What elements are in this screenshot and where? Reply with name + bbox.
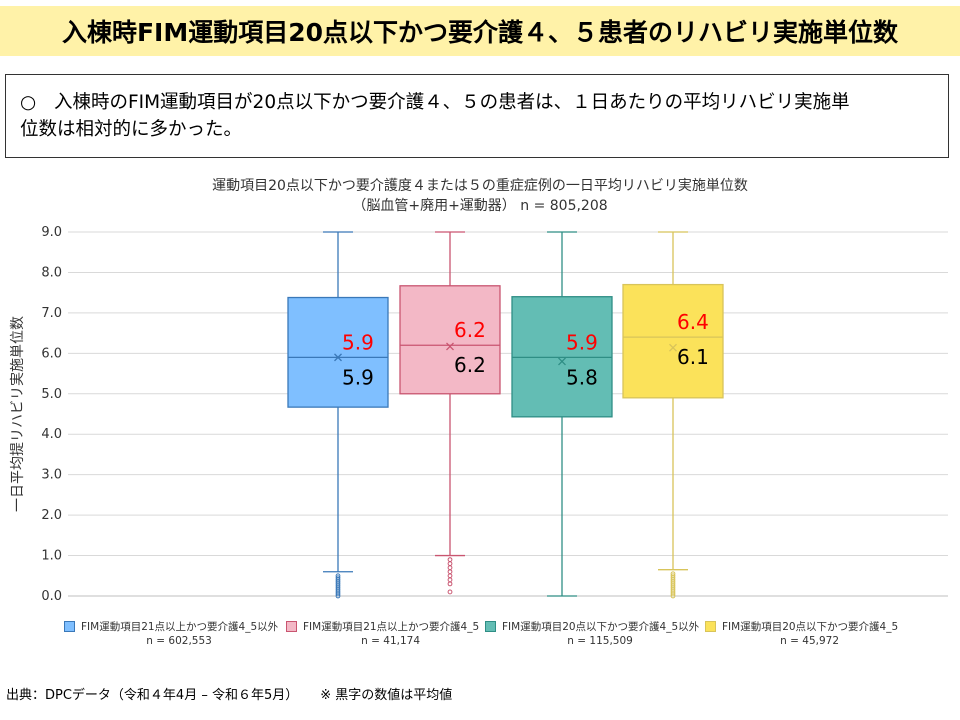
- y-tick-label-2: 2.0: [41, 508, 62, 523]
- outlier-4-11: [670, 573, 676, 579]
- y-tick-label-9: 9.0: [41, 225, 62, 240]
- footer-note: ※ 黒字の数値は平均値: [320, 688, 453, 703]
- mean-marker-b-3: [558, 357, 566, 366]
- outlier-2-7: [447, 561, 453, 567]
- summary-line-1: 入棟時のFIM運動項目が20点以下かつ要介護４、５の患者は、１日あたりの平均リハ…: [54, 92, 850, 113]
- y-tick-label-3: 3.0: [41, 468, 62, 483]
- mean-label-2: 6.2: [454, 353, 486, 377]
- legend-swatch-1: [64, 620, 75, 632]
- mean-marker-b-2: [446, 342, 454, 351]
- median-label-1: 5.9: [342, 330, 374, 354]
- outlier-2-6: [447, 565, 453, 571]
- legend-label-4: FIM運動項目20点以下かつ要介護4_5: [722, 621, 899, 633]
- y-tick-label-8: 8.0: [41, 265, 62, 280]
- summary-box: ○ 入棟時のFIM運動項目が20点以下かつ要介護４、５の患者は、１日あたりの平均リ…: [5, 74, 949, 158]
- legend-swatch-4: [705, 620, 716, 632]
- y-tick-label-6: 6.0: [41, 346, 62, 361]
- legend-label-1: FIM運動項目21点以上かつ要介護4_5以外: [81, 621, 279, 633]
- legend-n-2: n = 41,174: [361, 635, 421, 647]
- median-label-3: 5.9: [566, 330, 598, 354]
- mean-marker-b-4: [669, 343, 677, 352]
- footer-source: 出典：DPCデータ（令和４年4月 – 令和６年5月）: [6, 688, 299, 703]
- outlier-2-4: [447, 573, 453, 579]
- legend-swatch-3: [485, 620, 496, 632]
- mean-label-3: 5.8: [566, 365, 598, 389]
- box-4: [622, 283, 724, 399]
- mean-label-1: 5.9: [342, 365, 374, 389]
- y-tick-label-5: 5.0: [41, 387, 62, 402]
- y-tick-label-0: 0.0: [41, 589, 62, 604]
- outlier-2-2: [447, 581, 453, 587]
- y-axis-label: 一日平均提リハビリ実施単位数: [10, 316, 26, 512]
- outlier-1-11: [335, 573, 341, 579]
- legend-item-1: FIM運動項目21点以上かつ要介護4_5以外 n = 602,553: [64, 620, 278, 648]
- outlier-4-12: [670, 571, 676, 577]
- legend-item-4: FIM運動項目20点以下かつ要介護4_5 n = 45,972: [705, 620, 898, 648]
- legend-item-3: FIM運動項目20点以下かつ要介護4_5以外 n = 115,509: [485, 620, 699, 648]
- boxplot-chart: 0.0 1.0 2.0 3.0 4.0 5.0 6.0 7.0 8.0 9.0 一日平均提リハビリ実…: [10, 225, 948, 604]
- chart-legend: FIM運動項目21点以上かつ要介護4_5以外 n = 602,553 FIM運動…: [64, 620, 944, 652]
- y-tick-label-1: 1.0: [41, 549, 62, 564]
- chart-title: 運動項目20点以下かつ要介護度４または５の重症症例の一日平均リハビリ実施単位数 …: [0, 176, 960, 216]
- chart-title-line-1: 運動項目20点以下かつ要介護度４または５の重症症例の一日平均リハビリ実施単位数: [212, 178, 748, 194]
- box-1: [287, 296, 389, 408]
- legend-n-3: n = 115,509: [567, 635, 633, 647]
- outlier-2-1: [447, 589, 453, 595]
- slide-title: 入棟時FIM運動項目20点以下かつ要介護４、５患者のリハビリ実施単位数: [0, 6, 960, 56]
- legend-label-3: FIM運動項目20点以下かつ要介護4_5以外: [502, 621, 700, 633]
- y-tick-label-4: 4.0: [41, 427, 62, 442]
- outlier-1-10: [335, 575, 341, 581]
- mean-label-4: 6.1: [677, 345, 709, 369]
- summary-bullet: ○: [20, 92, 37, 113]
- legend-n-1: n = 602,553: [146, 635, 212, 647]
- outlier-2-5: [447, 569, 453, 575]
- outlier-2-3: [447, 577, 453, 583]
- legend-item-2: FIM運動項目21点以上かつ要介護4_5 n = 41,174: [286, 620, 479, 648]
- chart-title-line-2: （脳血管+廃用+運動器） n = 805,208: [352, 198, 608, 214]
- outlier-2-8: [447, 557, 453, 563]
- legend-label-2: FIM運動項目21点以上かつ要介護4_5: [303, 621, 480, 633]
- summary-line-2: 位数は相対的に多かった。: [20, 119, 243, 140]
- legend-n-4: n = 45,972: [780, 635, 840, 647]
- median-label-2: 6.2: [454, 318, 486, 342]
- box-2: [399, 285, 501, 395]
- median-label-4: 6.4: [677, 310, 709, 334]
- legend-swatch-2: [286, 620, 297, 632]
- y-tick-label-7: 7.0: [41, 306, 62, 321]
- footer: 出典：DPCデータ（令和４年4月 – 令和６年5月） ※ 黒字の数値は平均値: [6, 684, 452, 703]
- mean-marker-b-1: [334, 353, 342, 362]
